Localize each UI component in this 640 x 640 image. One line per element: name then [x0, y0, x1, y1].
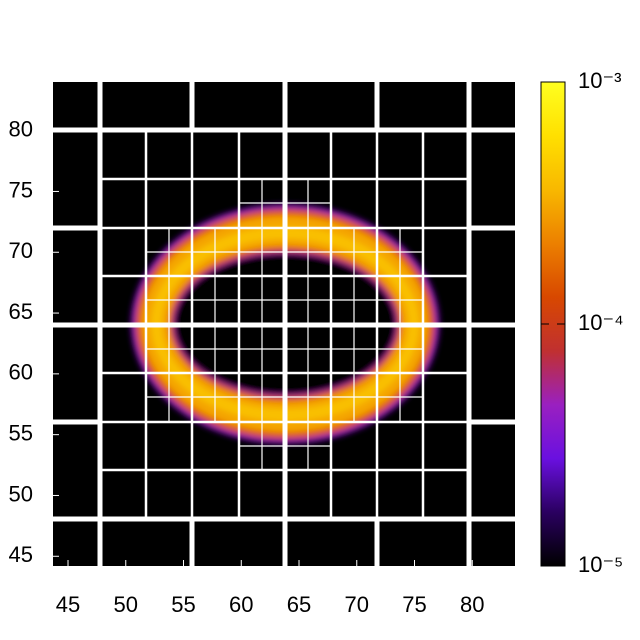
y-tick-label: 75 [9, 177, 33, 202]
x-tick-label: 55 [171, 592, 195, 617]
x-tick-label: 50 [114, 592, 138, 617]
x-tick-label: 75 [402, 592, 426, 617]
x-tick-label: 65 [287, 592, 311, 617]
colorbar-tick-label: 10⁻⁵ [578, 552, 623, 577]
y-tick-label: 60 [9, 360, 33, 385]
y-tick-label: 50 [9, 481, 33, 506]
y-tick-label: 65 [9, 299, 33, 324]
y-tick-label: 45 [9, 542, 33, 567]
y-tick-label: 70 [9, 238, 33, 263]
mesh-level-1 [100, 130, 469, 519]
mesh [53, 82, 515, 566]
mesh-level-0 [53, 82, 515, 566]
x-tick-label: 45 [56, 592, 80, 617]
y-tick-label: 55 [9, 420, 33, 445]
x-tick-label: 80 [460, 592, 484, 617]
colorbar-tick-label: 10⁻³ [578, 68, 621, 93]
colorbar-tick-label: 10⁻⁴ [578, 310, 624, 335]
mesh-level-2 [146, 179, 423, 470]
x-tick-label: 70 [345, 592, 369, 617]
x-tick-label: 60 [229, 592, 253, 617]
y-tick-label: 80 [9, 116, 33, 141]
